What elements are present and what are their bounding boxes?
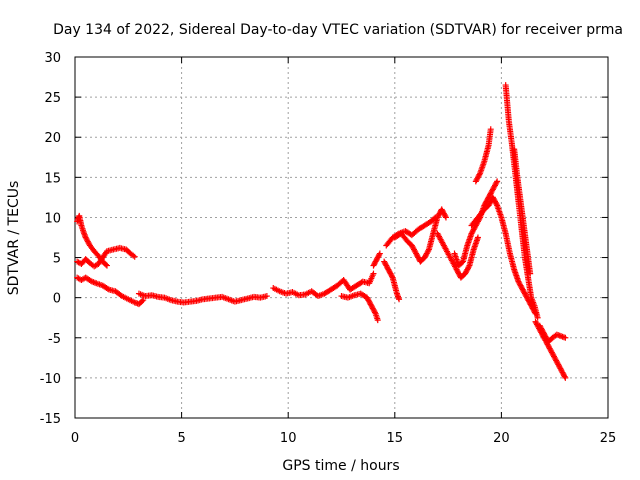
y-tick-label: 5 [53,252,61,267]
data-point [494,178,501,185]
data-point [396,296,403,303]
y-tick-label: 0 [53,292,61,307]
series-s14 [468,194,539,317]
series-s8 [381,258,403,303]
y-tick-label: 10 [44,211,61,226]
series-s5 [270,270,377,300]
data-point [442,214,449,221]
x-tick-label: 0 [71,431,79,446]
axis-ticks: 0 5 10 15 20 25 -15 -10 -5 0 5 10 15 20 25 30 [40,51,617,446]
series-s3 [74,274,147,308]
data-point [131,253,138,260]
chart-title: Day 134 of 2022, Sidereal Day-to-day VTE… [53,22,623,38]
x-tick-label: 15 [387,431,404,446]
y-tick-label: 20 [44,131,61,146]
data-point [102,261,109,268]
data-point [562,334,569,341]
data-point [370,270,377,277]
data-point [562,374,569,381]
series-s13 [472,126,494,185]
series-s4 [135,290,270,306]
data-point [493,179,500,186]
series-s12 [451,178,501,269]
y-tick-label: -5 [48,332,61,347]
data-point [103,262,110,269]
series-s11 [434,230,481,281]
series-s7 [370,250,383,269]
data-point [561,373,568,380]
data-point [425,247,432,254]
data-point [534,314,541,321]
data-point [527,270,534,277]
data-point [442,213,449,220]
data-point [87,277,94,284]
x-tick-label: 20 [493,431,510,446]
series-s2 [74,244,138,270]
data-point [376,250,383,257]
y-axis-label: SDTVAR / TECUs [6,181,22,296]
data-point [374,317,381,324]
series-s18 [536,322,569,345]
y-tick-label: -15 [40,412,61,427]
data-point [388,273,395,280]
series-s10 [391,206,449,265]
y-tick-label: 15 [44,171,61,186]
x-tick-label: 5 [177,431,185,446]
data-points [74,82,569,381]
data-point [139,298,146,305]
data-point [376,251,383,258]
x-axis-label: GPS time / hours [282,458,399,474]
series-s17 [532,318,569,381]
series-s16 [511,146,534,277]
y-tick-label: -10 [40,372,61,387]
series-s6 [338,290,381,324]
data-point [493,201,500,208]
y-tick-label: 25 [44,91,61,106]
data-point [104,285,111,292]
data-point [263,293,270,300]
data-point [476,171,483,178]
x-tick-label: 25 [600,431,617,446]
series-s1 [74,212,110,269]
data-point [474,234,481,241]
plot-frame [74,56,609,419]
data-point [465,263,472,270]
data-point [487,126,494,133]
y-tick-label: 30 [44,51,61,66]
x-tick-label: 10 [280,431,297,446]
data-point [371,309,378,316]
